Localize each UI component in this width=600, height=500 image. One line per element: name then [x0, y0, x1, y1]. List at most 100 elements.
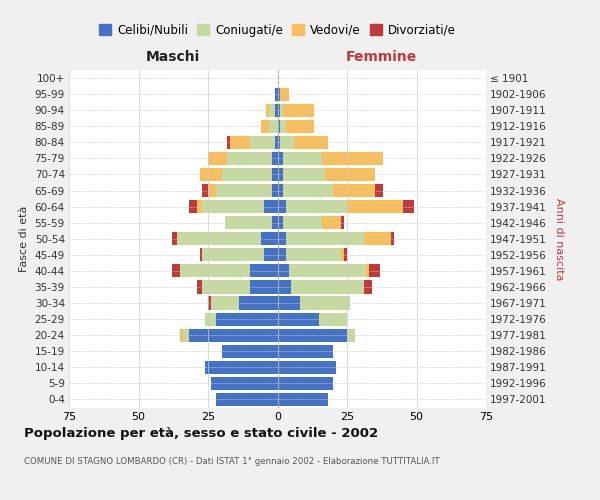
Bar — [277, 184, 283, 197]
Bar — [341, 216, 344, 230]
Bar — [344, 248, 347, 262]
Bar — [183, 328, 188, 342]
Bar — [180, 264, 250, 278]
Bar — [280, 120, 286, 133]
Bar — [375, 184, 383, 197]
Bar — [211, 377, 277, 390]
Bar — [367, 264, 369, 278]
Bar — [341, 248, 344, 262]
Bar — [202, 184, 208, 197]
Bar — [283, 216, 322, 230]
Bar — [172, 264, 180, 278]
Bar — [250, 280, 277, 293]
Bar — [319, 312, 347, 326]
Bar — [230, 136, 250, 149]
Bar — [188, 328, 277, 342]
Bar — [286, 120, 314, 133]
Bar — [277, 360, 336, 374]
Bar — [322, 216, 341, 230]
Bar — [277, 328, 347, 342]
Bar — [224, 216, 272, 230]
Bar — [178, 232, 261, 245]
Bar — [200, 248, 202, 262]
Bar — [364, 232, 391, 245]
Bar — [277, 344, 333, 358]
Bar — [277, 120, 280, 133]
Bar — [202, 280, 250, 293]
Bar — [275, 104, 277, 117]
Bar — [283, 168, 325, 181]
Bar — [261, 120, 269, 133]
Bar — [292, 280, 364, 293]
Bar — [239, 296, 277, 310]
Bar — [263, 248, 277, 262]
Bar — [277, 393, 328, 406]
Y-axis label: Anni di nascita: Anni di nascita — [554, 198, 563, 280]
Bar — [300, 296, 350, 310]
Bar — [217, 184, 272, 197]
Bar — [277, 136, 280, 149]
Bar — [272, 216, 277, 230]
Bar — [208, 296, 211, 310]
Bar — [283, 152, 322, 165]
Bar — [272, 152, 277, 165]
Bar — [263, 200, 277, 213]
Bar — [325, 168, 375, 181]
Bar — [347, 200, 403, 213]
Bar — [197, 200, 202, 213]
Bar — [277, 248, 286, 262]
Bar — [286, 248, 341, 262]
Bar — [280, 88, 289, 101]
Bar — [283, 184, 333, 197]
Bar — [280, 136, 294, 149]
Bar — [277, 264, 289, 278]
Bar — [202, 248, 263, 262]
Bar — [227, 136, 230, 149]
Text: Femmine: Femmine — [346, 50, 418, 64]
Bar — [250, 136, 275, 149]
Text: Popolazione per età, sesso e stato civile - 2002: Popolazione per età, sesso e stato civil… — [24, 428, 378, 440]
Bar — [280, 104, 283, 117]
Bar — [272, 184, 277, 197]
Bar — [200, 168, 222, 181]
Bar — [277, 296, 300, 310]
Bar — [217, 393, 277, 406]
Bar — [277, 168, 283, 181]
Bar — [286, 232, 364, 245]
Bar — [277, 200, 286, 213]
Bar — [217, 312, 277, 326]
Bar — [250, 264, 277, 278]
Bar — [277, 152, 283, 165]
Bar — [289, 264, 367, 278]
Bar — [211, 296, 239, 310]
Bar — [277, 88, 280, 101]
Bar — [277, 312, 319, 326]
Bar — [275, 136, 277, 149]
Bar — [205, 312, 217, 326]
Bar — [369, 264, 380, 278]
Bar — [286, 200, 347, 213]
Bar — [294, 136, 328, 149]
Bar — [222, 344, 277, 358]
Bar — [205, 360, 277, 374]
Bar — [277, 280, 292, 293]
Bar — [272, 168, 277, 181]
Bar — [222, 168, 272, 181]
Bar — [269, 120, 277, 133]
Text: COMUNE DI STAGNO LOMBARDO (CR) - Dati ISTAT 1° gennaio 2002 - Elaborazione TUTTI: COMUNE DI STAGNO LOMBARDO (CR) - Dati IS… — [24, 458, 440, 466]
Bar — [333, 184, 375, 197]
Bar — [180, 328, 183, 342]
Bar — [227, 152, 272, 165]
Bar — [403, 200, 414, 213]
Bar — [364, 280, 372, 293]
Bar — [202, 200, 263, 213]
Bar — [391, 232, 394, 245]
Bar — [269, 104, 275, 117]
Bar — [277, 104, 280, 117]
Bar — [277, 377, 333, 390]
Text: Maschi: Maschi — [146, 50, 200, 64]
Bar — [208, 184, 217, 197]
Legend: Celibi/Nubili, Coniugati/e, Vedovi/e, Divorziati/e: Celibi/Nubili, Coniugati/e, Vedovi/e, Di… — [99, 24, 456, 36]
Bar — [322, 152, 383, 165]
Y-axis label: Fasce di età: Fasce di età — [19, 206, 29, 272]
